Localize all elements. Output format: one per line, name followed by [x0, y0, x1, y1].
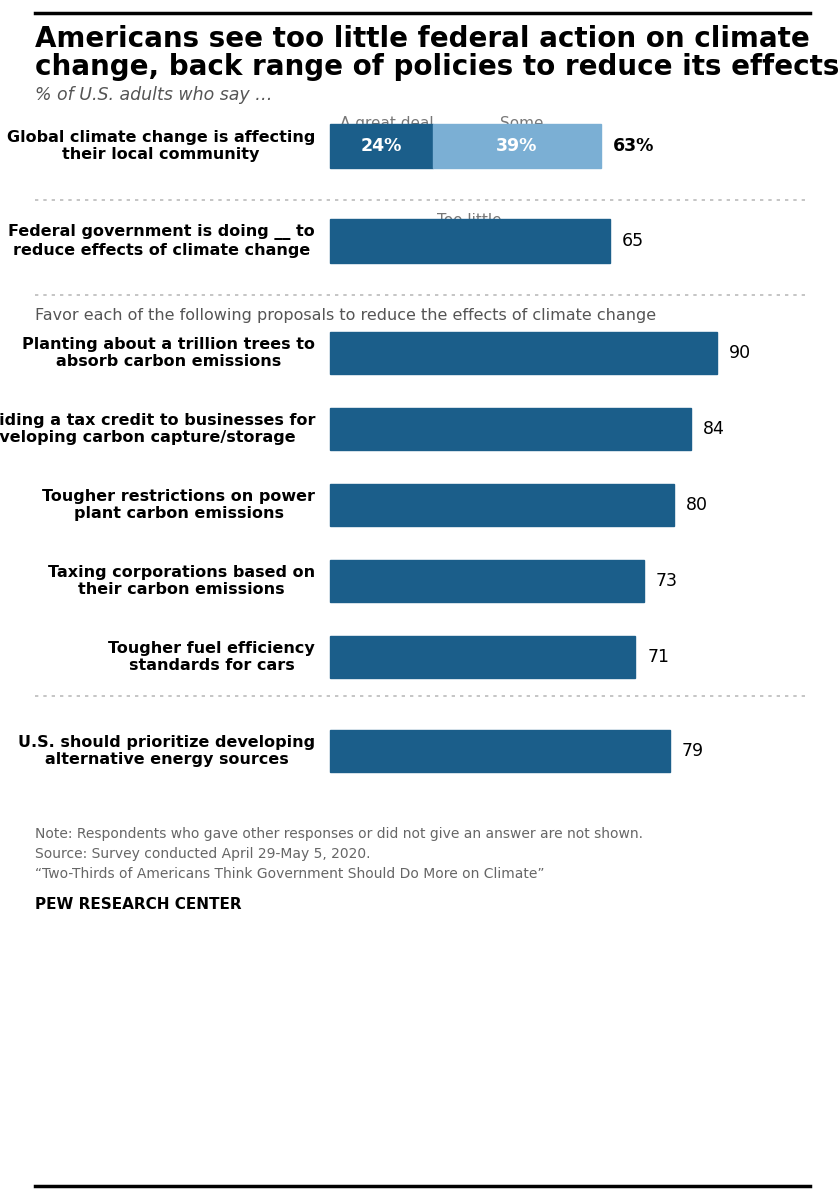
Text: change, back range of policies to reduce its effects: change, back range of policies to reduce…	[35, 53, 839, 81]
Bar	[330, 219, 610, 264]
Bar	[330, 559, 644, 603]
Text: 90: 90	[729, 344, 751, 362]
Bar	[330, 125, 433, 168]
Bar	[330, 730, 669, 772]
Text: Tougher restrictions on power
plant carbon emissions: Tougher restrictions on power plant carb…	[42, 489, 315, 521]
Text: “Two-Thirds of Americans Think Government Should Do More on Climate”: “Two-Thirds of Americans Think Governmen…	[35, 867, 544, 881]
Text: 80: 80	[686, 496, 708, 514]
Text: 79: 79	[682, 742, 704, 760]
Text: Planting about a trillion trees to
absorb carbon emissions: Planting about a trillion trees to absor…	[22, 337, 315, 369]
Bar	[330, 484, 674, 526]
Text: Source: Survey conducted April 29-May 5, 2020.: Source: Survey conducted April 29-May 5,…	[35, 847, 370, 861]
Text: 84: 84	[703, 420, 725, 438]
Text: 71: 71	[648, 648, 669, 666]
Bar	[330, 332, 717, 374]
Text: % of U.S. adults who say …: % of U.S. adults who say …	[35, 86, 272, 104]
Text: 24%: 24%	[361, 137, 402, 155]
Text: PEW RESEARCH CENTER: PEW RESEARCH CENTER	[35, 897, 242, 912]
Text: 39%: 39%	[496, 137, 538, 155]
Text: 73: 73	[656, 571, 678, 589]
Text: 63%: 63%	[613, 137, 654, 155]
Text: Americans see too little federal action on climate: Americans see too little federal action …	[35, 25, 810, 53]
Text: Too little: Too little	[438, 213, 502, 228]
Text: A great deal: A great deal	[340, 116, 433, 131]
Bar	[330, 409, 691, 450]
Text: Taxing corporations based on
their carbon emissions: Taxing corporations based on their carbo…	[48, 564, 315, 597]
Text: Note: Respondents who gave other responses or did not give an answer are not sho: Note: Respondents who gave other respons…	[35, 827, 643, 841]
Text: Federal government is doing __ to
reduce effects of climate change: Federal government is doing __ to reduce…	[8, 224, 315, 258]
Text: Favor each of the following proposals to reduce the effects of climate change: Favor each of the following proposals to…	[35, 308, 656, 323]
Bar	[330, 636, 635, 678]
Text: Providing a tax credit to businesses for
developing carbon capture/storage: Providing a tax credit to businesses for…	[0, 413, 315, 446]
Text: U.S. should prioritize developing
alternative energy sources: U.S. should prioritize developing altern…	[18, 734, 315, 767]
Text: Global climate change is affecting
their local community: Global climate change is affecting their…	[7, 129, 315, 162]
Text: 65: 65	[622, 232, 643, 250]
Text: Tougher fuel efficiency
standards for cars: Tougher fuel efficiency standards for ca…	[108, 641, 315, 673]
Bar	[433, 125, 601, 168]
Text: Some: Some	[501, 116, 543, 131]
